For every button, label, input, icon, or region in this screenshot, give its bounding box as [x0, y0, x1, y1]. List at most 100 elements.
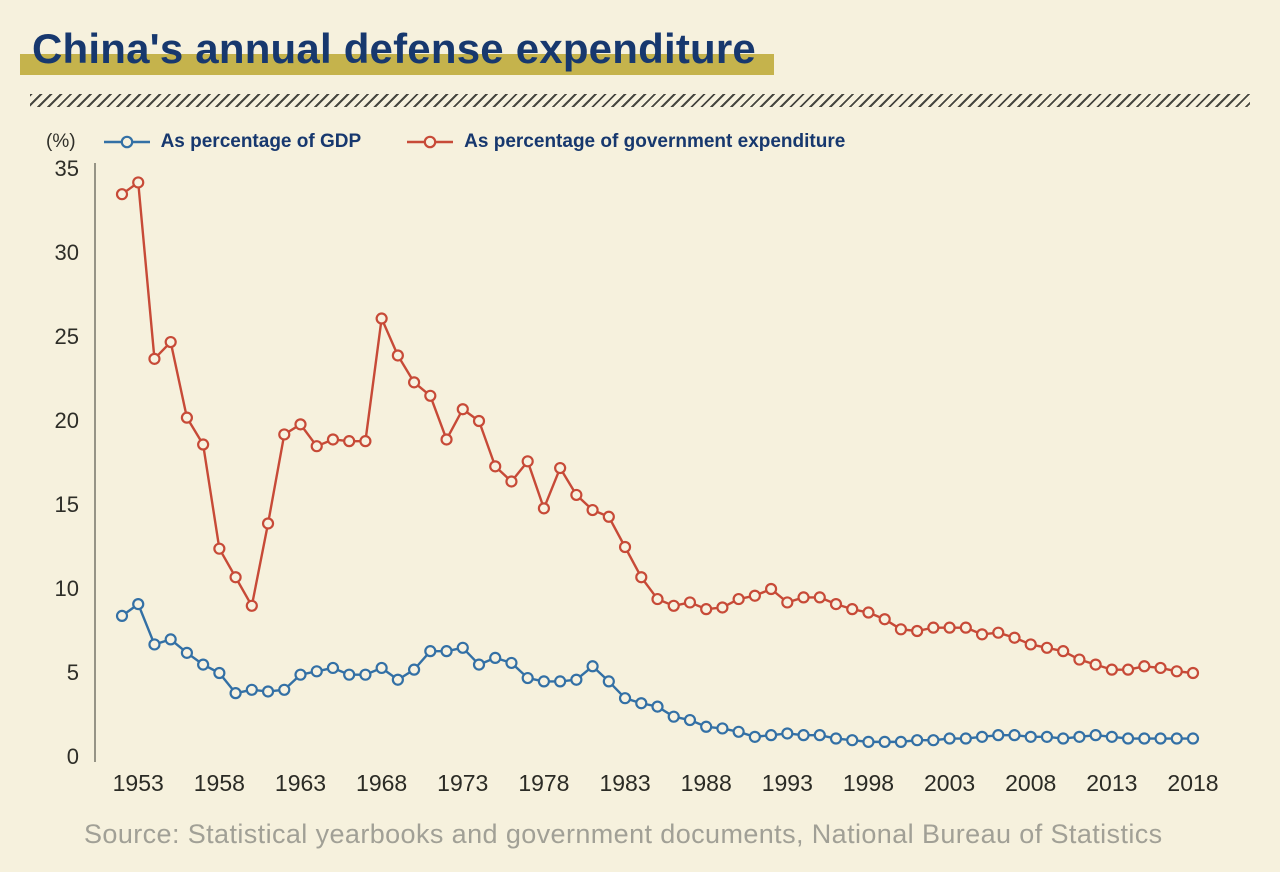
y-tick-label: 30: [55, 240, 79, 265]
hatch-divider: [30, 94, 1250, 108]
data-point-marker: [1170, 732, 1183, 745]
data-point-marker: [407, 663, 421, 676]
x-tick-label: 2018: [1167, 770, 1218, 796]
chart-plot: 0 5 10 15 20 25 30 35 1953 1958 1963 1968 1973 1978 19…: [55, 157, 1219, 796]
data-point-marker: [1073, 653, 1086, 666]
data-point-marker: [489, 460, 502, 473]
data-point-marker: [164, 633, 177, 646]
data-point-marker: [602, 510, 615, 524]
data-point-marker: [197, 438, 210, 451]
data-point-marker: [554, 462, 567, 475]
data-point-marker: [911, 625, 924, 638]
data-point-marker: [391, 349, 404, 362]
data-point-marker: [229, 571, 242, 584]
y-tick-label: 15: [55, 492, 79, 517]
data-point-marker: [862, 735, 875, 749]
data-point-marker: [894, 623, 908, 636]
data-point-marker: [1057, 732, 1070, 745]
data-point-marker: [894, 735, 908, 749]
y-axis-unit-label: (%): [46, 131, 76, 153]
x-tick-label: 1973: [437, 770, 488, 796]
data-point-marker: [992, 729, 1005, 742]
data-point-marker: [586, 660, 599, 673]
data-point-marker: [1105, 663, 1118, 676]
data-point-marker: [700, 603, 713, 616]
x-tick-label: 1988: [681, 770, 732, 796]
data-point-marker: [975, 628, 989, 641]
data-point-marker: [505, 657, 518, 670]
data-point-marker: [635, 697, 648, 710]
data-point-marker: [359, 668, 372, 681]
x-tick-label: 1963: [275, 770, 326, 796]
source-note: Source: Statistical yearbooks and govern…: [84, 819, 1163, 850]
x-tick-label: 1958: [194, 770, 245, 796]
data-point-marker: [878, 613, 891, 626]
header: China's annual defense expenditure: [0, 0, 1280, 76]
data-point-marker: [943, 621, 956, 634]
data-point-marker: [407, 376, 421, 389]
data-point-marker: [424, 389, 437, 403]
data-point-marker: [472, 658, 486, 671]
x-tick-label: 1978: [518, 770, 569, 796]
data-point-marker: [440, 433, 453, 446]
data-point-marker: [635, 571, 648, 584]
data-point-marker: [424, 645, 437, 658]
data-point-marker: [781, 596, 794, 609]
y-tick-label: 35: [55, 157, 79, 181]
data-point-marker: [748, 730, 761, 744]
legend-item-gdp: As percentage of GDP: [103, 131, 362, 153]
data-point-marker: [310, 440, 323, 453]
data-point-marker: [748, 589, 761, 603]
data-point-marker: [1024, 730, 1037, 744]
data-point-marker: [554, 675, 567, 688]
x-tick-label: 2008: [1005, 770, 1056, 796]
data-point-marker: [618, 541, 632, 554]
data-point-marker: [829, 732, 843, 745]
data-point-marker: [489, 651, 502, 665]
data-point-marker: [602, 675, 615, 688]
data-point-marker: [1008, 729, 1021, 742]
title-highlight-bar: [20, 54, 774, 76]
data-point-marker: [651, 593, 664, 606]
y-tick-label: 5: [67, 660, 79, 685]
data-point-marker: [213, 542, 226, 555]
series-line-gdp: [121, 603, 1193, 744]
data-point-marker: [456, 403, 469, 416]
legend-label-gov: As percentage of government expenditure: [464, 131, 846, 153]
x-tick-label: 2013: [1086, 770, 1137, 796]
data-point-marker: [1138, 660, 1151, 673]
data-point-marker: [700, 720, 713, 734]
data-point-marker: [764, 583, 778, 596]
legend-item-gov: As percentage of government expenditure: [407, 131, 845, 153]
y-tick-label: 25: [55, 324, 79, 349]
data-point-marker: [683, 596, 697, 609]
data-point-marker: [1154, 732, 1167, 745]
data-point-marker: [115, 188, 129, 201]
legend-label-gdp: As percentage of GDP: [160, 131, 362, 153]
data-point-marker: [115, 609, 129, 623]
data-point-marker: [440, 645, 453, 658]
data-point-marker: [570, 673, 583, 687]
data-point-marker: [359, 435, 372, 448]
data-point-marker: [164, 336, 177, 349]
data-point-marker: [829, 598, 843, 611]
data-point-marker: [326, 662, 340, 675]
data-point-marker: [261, 517, 275, 530]
data-point-marker: [197, 658, 210, 671]
data-point-marker: [716, 722, 729, 735]
data-point-marker: [1154, 662, 1167, 675]
data-point-marker: [1170, 665, 1183, 678]
data-point-marker: [537, 502, 551, 515]
data-point-marker: [878, 735, 891, 749]
data-point-marker: [521, 672, 534, 685]
y-tick-label: 20: [55, 408, 79, 433]
x-tick-label: 1968: [356, 770, 407, 796]
data-point-marker: [911, 734, 924, 747]
x-tick-label: 1998: [843, 770, 894, 796]
data-point-marker: [278, 683, 291, 697]
page-title: China's annual defense expenditure: [20, 25, 774, 76]
data-point-marker: [1186, 732, 1200, 745]
data-point-marker: [975, 730, 989, 744]
data-point-marker: [1138, 732, 1151, 745]
data-point-marker: [927, 621, 940, 634]
